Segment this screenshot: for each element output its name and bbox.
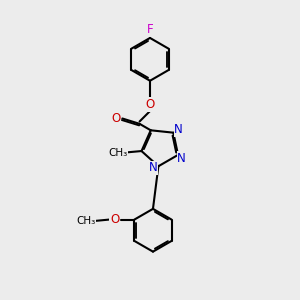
Text: CH₃: CH₃ — [77, 216, 96, 226]
Text: F: F — [147, 22, 153, 35]
Text: O: O — [111, 112, 120, 125]
Text: O: O — [146, 98, 154, 111]
Text: N: N — [177, 152, 186, 165]
Text: N: N — [149, 161, 158, 174]
Text: O: O — [110, 213, 119, 226]
Text: N: N — [174, 123, 183, 136]
Text: CH₃: CH₃ — [108, 148, 128, 158]
